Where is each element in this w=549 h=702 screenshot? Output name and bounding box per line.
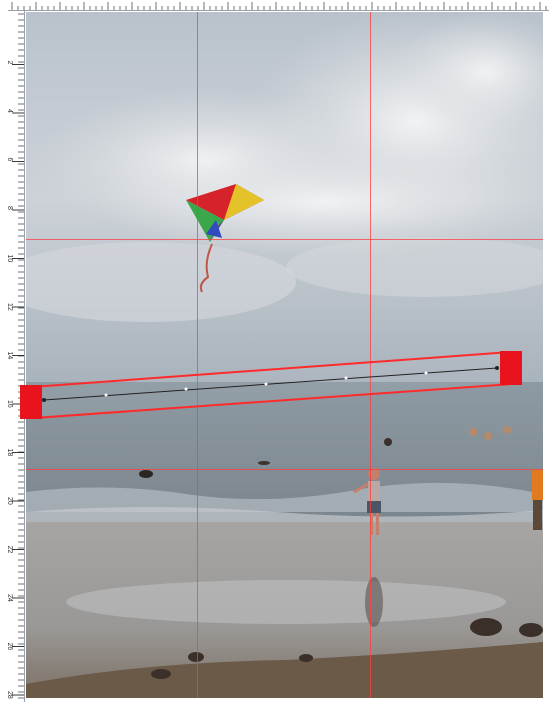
ruler-label: 24 xyxy=(6,594,13,602)
guide-vertical-left[interactable] xyxy=(197,12,198,698)
guide-horizontal-top[interactable] xyxy=(26,239,543,240)
photo-canvas[interactable] xyxy=(26,12,543,698)
ruler-label: 22 xyxy=(6,546,13,554)
ruler-label: 8 xyxy=(6,206,13,210)
ruler-label: 18 xyxy=(6,449,13,457)
beach-kite-photo xyxy=(26,12,543,698)
vertical-ruler[interactable]: 2 4 6 8 10 12 14 16 18 20 22 24 26 28 xyxy=(0,0,25,702)
horizontal-ruler[interactable] xyxy=(8,0,549,11)
ruler-label: 2 xyxy=(6,61,13,65)
straighten-handle-right[interactable] xyxy=(500,351,522,385)
guide-horizontal-bottom[interactable] xyxy=(26,469,543,470)
ruler-label: 12 xyxy=(6,303,13,311)
standing-person xyxy=(353,468,383,627)
ruler-label: 6 xyxy=(6,158,13,162)
kite xyxy=(186,184,264,293)
ruler-label: 26 xyxy=(6,643,13,651)
ruler-label: 4 xyxy=(6,109,13,113)
straighten-handle-left[interactable] xyxy=(20,385,42,419)
ruler-label: 14 xyxy=(6,352,13,360)
ruler-label: 28 xyxy=(6,691,13,699)
horizontal-ruler-ticks xyxy=(11,2,547,10)
guide-vertical-right[interactable] xyxy=(370,12,371,698)
ruler-label: 16 xyxy=(6,400,13,408)
ruler-label: 20 xyxy=(6,497,13,505)
ruler-label: 10 xyxy=(6,255,13,263)
